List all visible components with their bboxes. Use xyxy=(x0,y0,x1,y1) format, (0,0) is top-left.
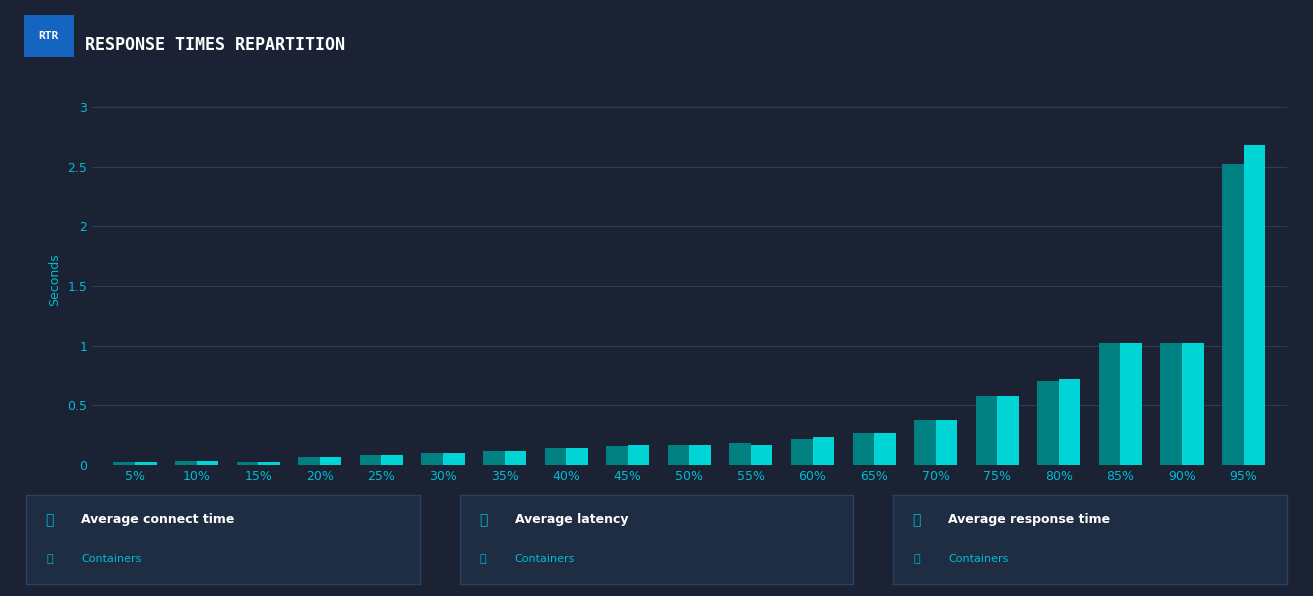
Bar xyxy=(566,448,588,465)
Bar xyxy=(504,451,527,465)
Bar xyxy=(1037,381,1058,465)
Text: Containers: Containers xyxy=(515,554,575,564)
Bar xyxy=(852,433,874,465)
Bar xyxy=(421,453,442,465)
Bar xyxy=(628,445,650,465)
Text: 📁: 📁 xyxy=(46,554,54,564)
Text: RESPONSE TIMES REPARTITION: RESPONSE TIMES REPARTITION xyxy=(85,36,345,54)
Bar xyxy=(1182,343,1204,465)
Bar xyxy=(259,462,280,465)
Text: ⏱: ⏱ xyxy=(479,513,487,527)
Bar xyxy=(729,443,751,465)
Text: Average connect time: Average connect time xyxy=(81,513,235,526)
Bar xyxy=(236,462,259,465)
Text: 🖥: 🖥 xyxy=(46,513,54,527)
Text: Containers: Containers xyxy=(948,554,1008,564)
Bar xyxy=(298,457,320,465)
Bar xyxy=(976,396,998,465)
Bar xyxy=(668,445,689,465)
Bar xyxy=(135,462,156,465)
Y-axis label: Seconds: Seconds xyxy=(49,254,62,306)
Text: RTR: RTR xyxy=(38,31,59,41)
Bar xyxy=(545,448,566,465)
Bar xyxy=(607,446,628,465)
Text: 📁: 📁 xyxy=(479,554,487,564)
Text: 📁: 📁 xyxy=(913,554,920,564)
Bar xyxy=(914,420,936,465)
Bar xyxy=(381,455,403,465)
Bar xyxy=(113,462,135,465)
Bar xyxy=(1243,145,1266,465)
Text: Containers: Containers xyxy=(81,554,142,564)
Bar xyxy=(751,445,772,465)
Bar xyxy=(483,451,504,465)
Bar xyxy=(1120,343,1142,465)
Bar xyxy=(1161,343,1182,465)
Bar xyxy=(442,453,465,465)
Text: ⏱: ⏱ xyxy=(913,513,920,527)
Bar xyxy=(1058,379,1081,465)
Bar xyxy=(175,461,197,465)
Bar xyxy=(1099,343,1120,465)
Text: Average response time: Average response time xyxy=(948,513,1109,526)
Bar xyxy=(813,437,834,465)
Bar xyxy=(689,445,710,465)
Bar xyxy=(360,455,381,465)
Bar xyxy=(790,439,813,465)
Bar xyxy=(197,461,218,465)
Text: Average latency: Average latency xyxy=(515,513,628,526)
Bar xyxy=(936,420,957,465)
Bar xyxy=(1222,164,1243,465)
Bar xyxy=(874,433,895,465)
Bar xyxy=(998,396,1019,465)
Bar xyxy=(320,457,341,465)
